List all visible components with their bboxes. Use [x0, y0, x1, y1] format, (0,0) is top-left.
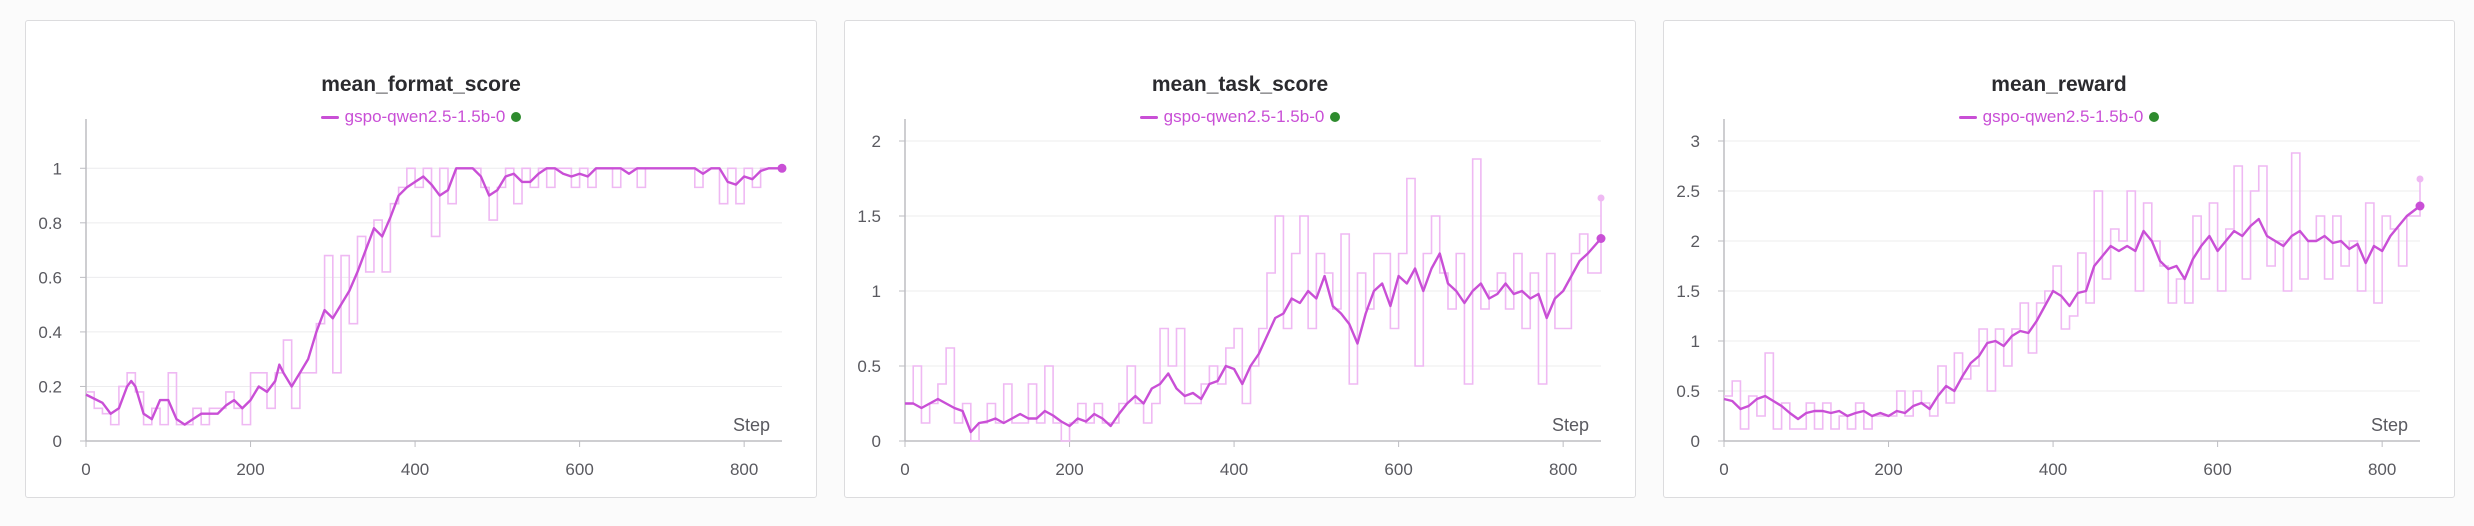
x-tick-label: 400	[1220, 460, 1248, 479]
y-tick-label: 0.6	[38, 268, 62, 287]
y-tick-label: 2.5	[1676, 182, 1700, 201]
legend-series-label: gspo-qwen2.5-1.5b-0	[1163, 107, 1325, 126]
chart-svg-format-score: 0 0.2 0.4 0.6 0.8 1 0 200 400 600 800 Step	[38, 119, 787, 479]
chart-title: mean_reward	[1991, 73, 2127, 96]
y-tick-label: 0.8	[38, 214, 62, 233]
y-tick-label: 0	[1691, 432, 1700, 451]
x-tick-label: 400	[401, 460, 429, 479]
y-tick-label: 3	[1691, 132, 1700, 151]
series-smoothed-line	[85, 167, 782, 426]
raw-end-marker	[2416, 175, 2424, 183]
x-tick-label: 400	[2039, 460, 2067, 479]
smoothed-end-marker	[777, 163, 787, 173]
series-smoothed-line	[905, 237, 1602, 434]
y-tick-label: 0.4	[38, 323, 62, 342]
smoothed-end-marker	[1596, 234, 1606, 243]
x-axis-label: Step	[733, 415, 770, 435]
legend-line-swatch	[320, 115, 339, 119]
green-dot-icon	[1330, 112, 1341, 122]
series-raw-line	[905, 158, 1602, 442]
x-tick-label: 0	[900, 460, 909, 479]
y-tick-label: 0.2	[38, 377, 62, 396]
x-tick-label: 200	[1055, 460, 1083, 479]
series-smoothed-line	[1723, 205, 2421, 421]
chart-svg-reward: 0 0.5 1 1.5 2 2.5 3 0 200 400 600 800 Step	[1676, 119, 2425, 479]
chart-legend[interactable]: gspo-qwen2.5-1.5b-0	[26, 107, 816, 127]
x-tick-label: 800	[1549, 460, 1577, 479]
y-tick-label: 1	[872, 282, 881, 301]
green-dot-icon	[511, 112, 522, 122]
green-dot-icon	[2149, 112, 2160, 122]
y-tick-label: 1.5	[857, 207, 881, 226]
y-tick-label: 1.5	[1676, 282, 1700, 301]
series-raw-line	[86, 167, 782, 426]
chart-title: mean_format_score	[321, 73, 521, 96]
y-tick-label: 1	[1691, 332, 1700, 351]
chart-legend[interactable]: gspo-qwen2.5-1.5b-0	[1664, 107, 2454, 127]
chart-title: mean_task_score	[1151, 73, 1329, 96]
chart-panel-task-score: 0 0.5 1 1.5 2 0 200 400 600 800 Step mean_task_sco…	[844, 20, 1636, 498]
x-tick-label: 600	[565, 460, 593, 479]
raw-end-marker	[1597, 194, 1605, 202]
x-tick-label: 600	[1384, 460, 1412, 479]
x-axis-label: Step	[2371, 415, 2408, 435]
y-tick-label: 0.5	[857, 357, 881, 376]
y-tick-label: 0.5	[1676, 382, 1700, 401]
smoothed-end-marker	[2415, 201, 2425, 211]
x-tick-label: 600	[2203, 460, 2231, 479]
y-tick-label: 2	[1691, 232, 1700, 251]
chart-panel-reward: 0 0.5 1 1.5 2 2.5 3 0 200 400 600 800 Step mean_rewa…	[1663, 20, 2455, 498]
legend-line-swatch	[1139, 115, 1158, 119]
y-tick-label: 0	[53, 432, 62, 451]
y-tick-label: 1	[53, 159, 62, 178]
chart-legend[interactable]: gspo-qwen2.5-1.5b-0	[845, 107, 1635, 127]
x-tick-label: 0	[81, 460, 90, 479]
y-tick-label: 0	[872, 432, 881, 451]
legend-series-label: gspo-qwen2.5-1.5b-0	[1982, 107, 2144, 126]
x-tick-label: 800	[2368, 460, 2396, 479]
chart-panel-format-score: 0 0.2 0.4 0.6 0.8 1 0 200 400 600 800 Step mean_for…	[25, 20, 817, 498]
x-tick-label: 200	[1874, 460, 1902, 479]
legend-line-swatch	[1958, 115, 1977, 119]
legend-series-label: gspo-qwen2.5-1.5b-0	[344, 107, 506, 126]
x-tick-label: 800	[730, 460, 758, 479]
x-tick-label: 0	[1719, 460, 1728, 479]
series-raw-line	[1724, 152, 2421, 430]
x-axis-label: Step	[1552, 415, 1589, 435]
x-tick-label: 200	[236, 460, 264, 479]
y-tick-label: 2	[872, 132, 881, 151]
chart-svg-task-score: 0 0.5 1 1.5 2 0 200 400 600 800 Step	[857, 119, 1606, 479]
